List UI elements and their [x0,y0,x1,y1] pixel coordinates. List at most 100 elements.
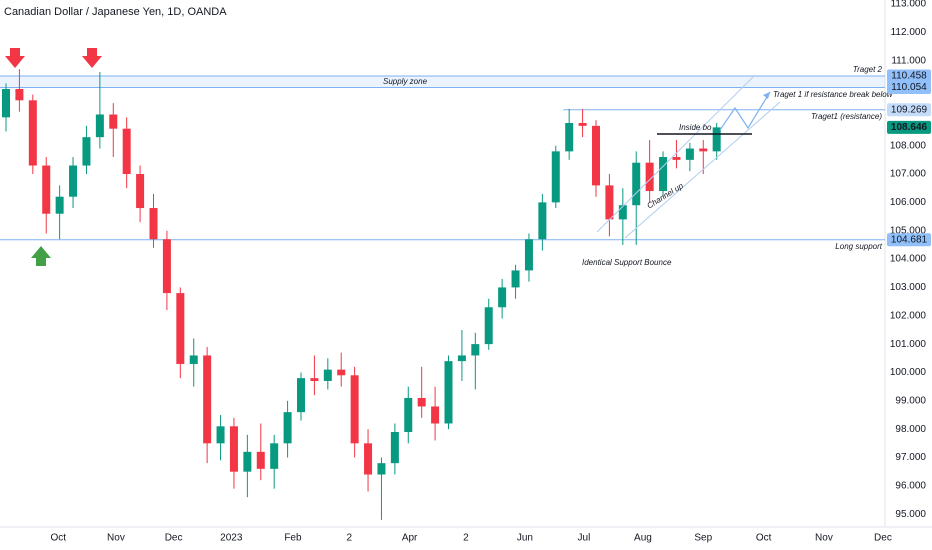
candle-body [297,378,305,413]
candle-body [216,426,225,444]
y-tick-label: 104.000 [890,254,927,265]
up-arrow [31,246,51,266]
candle-body [605,185,614,220]
down-arrow [5,48,25,68]
candle-body [109,114,118,129]
annotation: Traget 1 if resistance break below [773,90,894,99]
candle-body [471,344,480,356]
candle-body [149,208,158,240]
candle-body [618,205,627,220]
x-tick-label: 2023 [220,533,243,544]
candle-body [457,355,466,362]
x-tick-label: 2 [346,533,352,544]
x-tick-label: Oct [51,533,67,544]
price-label-bg [887,120,931,134]
candle-body [659,157,668,192]
candle-body [404,397,413,432]
x-tick-label: Feb [284,533,302,544]
x-tick-label: Apr [402,533,418,544]
candle-body [55,196,64,214]
candle-body [28,100,37,166]
candle-body [712,127,721,152]
y-tick-label: 102.000 [890,310,927,321]
price-label: 110.458 [891,71,927,82]
candle-body [122,128,131,175]
candle-body [310,378,319,381]
x-tick-label: Jul [578,533,591,544]
level-label: Traget1 (resistance) [811,112,882,121]
candle-body [565,123,574,152]
annotation: Identical Support Bounce [582,258,672,267]
candle-body [337,369,346,376]
y-tick-label: 100.000 [890,367,927,378]
price-label: 110.054 [891,82,927,93]
projection-path [719,91,771,131]
x-tick-label: Nov [107,533,125,544]
y-tick-label: 96.000 [895,480,926,491]
y-tick-label: 111.000 [891,55,926,66]
candle-body [511,270,520,288]
x-tick-label: Oct [756,533,772,544]
candle-body [431,406,440,424]
down-arrow [82,48,102,68]
price-label-bg [887,103,931,117]
y-tick-label: 95.000 [895,509,926,520]
candle-body [82,137,91,166]
channel-lower [624,101,781,239]
y-tick-label: 98.000 [895,424,926,435]
candle-body [136,174,145,209]
candle-body [256,451,265,469]
candle-body [551,151,560,203]
candle-body [578,123,587,126]
candle-body [95,114,104,138]
price-label: 108.646 [891,122,928,133]
y-tick-label: 107.000 [890,169,927,180]
y-tick-label: 101.000 [890,339,927,350]
x-tick-label: 2 [463,533,469,544]
candle-body [162,239,171,294]
y-tick-label: 103.000 [890,282,927,293]
candle-body [524,239,533,271]
y-tick-label: 113.000 [891,0,927,10]
candle-body [189,355,198,364]
candle-body [270,443,279,469]
candle-body [243,451,252,472]
candle-body [699,148,708,152]
candle-body [69,165,78,197]
price-label-bg [887,80,931,94]
candle-body [632,162,641,206]
price-label: 109.269 [891,104,928,115]
y-tick-label: 106.000 [890,197,927,208]
x-tick-label: Nov [815,533,833,544]
x-tick-label: Dec [165,533,183,544]
candle-body [2,88,10,118]
x-tick-label: Sep [694,533,712,544]
candle-body [484,307,493,345]
price-label-bg [887,69,931,83]
candle-body [498,287,507,308]
candle-body [364,443,373,475]
price-label-bg [887,233,931,247]
candle-body [538,202,547,240]
candle-body [229,426,238,472]
level-label: Traget 2 [853,65,883,74]
candle-body [592,125,600,186]
annotation: Inside bo [679,123,712,132]
candle-body [672,157,681,160]
y-tick-label: 97.000 [895,452,926,463]
candle-body [42,165,51,214]
candle-body [377,463,386,475]
chart-title: Canadian Dollar / Japanese Yen, 1D, OAND… [4,6,227,18]
supply-zone [0,76,885,88]
candle-body [350,375,359,444]
y-tick-label: 108.000 [890,140,927,151]
candle-body [323,369,332,381]
candle-body [685,148,694,160]
channel-upper [596,74,756,233]
candle-body [176,293,185,364]
candle-body [444,361,453,424]
y-tick-label: 105.000 [890,225,927,236]
candle-body [203,355,212,444]
